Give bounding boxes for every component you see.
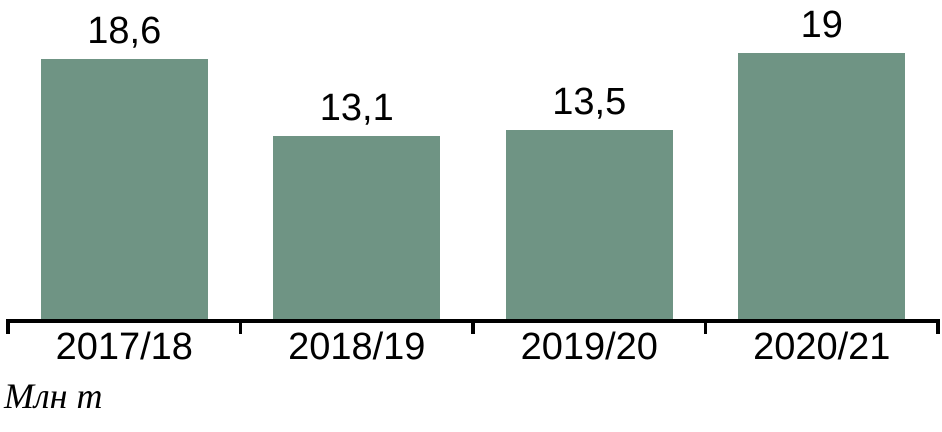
x-axis-tick bbox=[936, 319, 940, 334]
x-axis-tick bbox=[6, 319, 10, 334]
bar bbox=[273, 135, 441, 319]
x-axis-tick bbox=[703, 319, 708, 334]
y-axis-unit-label: Млн т bbox=[4, 376, 103, 416]
bar-value-label: 19 bbox=[800, 4, 843, 47]
x-axis-category-label: 2018/19 bbox=[288, 326, 426, 368]
x-axis-category-label: 2019/20 bbox=[520, 326, 658, 368]
bar bbox=[505, 130, 673, 319]
bar bbox=[738, 53, 906, 319]
x-axis-tick bbox=[471, 319, 475, 334]
bar bbox=[40, 58, 208, 319]
x-axis-category-label: 2017/18 bbox=[55, 326, 193, 368]
bar-value-label: 13,5 bbox=[552, 81, 627, 124]
x-axis-category-label: 2020/21 bbox=[753, 326, 891, 368]
bar-value-label: 18,6 bbox=[87, 9, 162, 52]
x-axis-tick bbox=[238, 319, 243, 334]
bar-value-label: 13,1 bbox=[319, 86, 394, 129]
